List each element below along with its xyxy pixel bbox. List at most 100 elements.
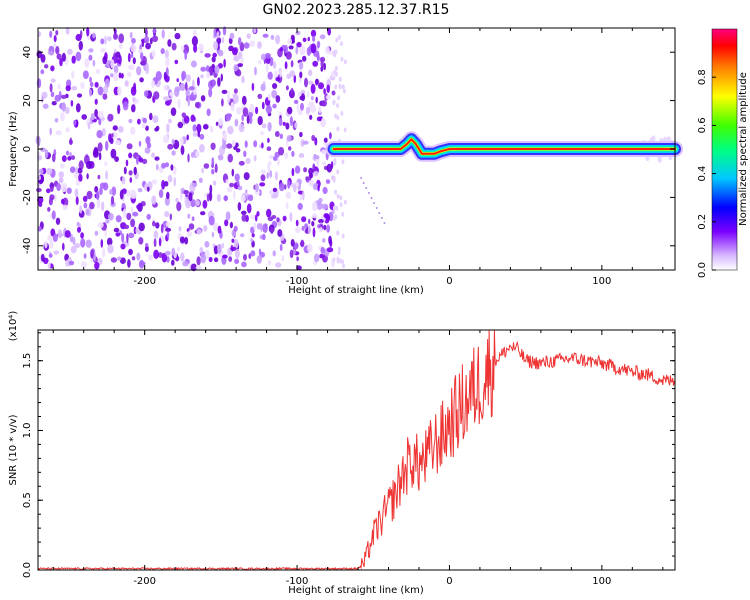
- noise-blob: [299, 61, 303, 70]
- noise-blob: [102, 247, 106, 258]
- noise-blob: [192, 132, 199, 137]
- noise-blob: [192, 29, 197, 38]
- noise-blob: [75, 51, 82, 62]
- noise-blob: [61, 155, 67, 163]
- noise-blob: [65, 85, 71, 92]
- noise-blob: [325, 46, 330, 55]
- noise-blob: [270, 227, 274, 234]
- noise-blob: [61, 52, 66, 62]
- noise-blob: [81, 114, 87, 120]
- noise-blob: [132, 57, 136, 65]
- noise-blob: [177, 98, 181, 109]
- noise-blob: [201, 167, 205, 174]
- noise-blob: [96, 199, 101, 209]
- noise-blob: [210, 142, 216, 150]
- noise-blob: [193, 43, 198, 53]
- noise-blob: [197, 130, 201, 138]
- snr-y-axis-label: SNR (10 * v/v): [8, 414, 19, 485]
- noise-blob: [262, 233, 266, 241]
- noise-blob: [243, 172, 250, 181]
- noise-blob: [118, 72, 122, 79]
- noise-blob: [164, 250, 171, 256]
- noise-blob: [157, 252, 164, 258]
- noise-blob: [179, 192, 183, 201]
- noise-blob: [212, 222, 219, 232]
- noise-blob: [174, 32, 181, 40]
- noise-blob: [190, 152, 195, 158]
- noise-blob: [311, 134, 316, 142]
- noise-blob: [118, 43, 123, 49]
- noise-blob: [94, 81, 99, 88]
- noise-blob: [130, 44, 137, 53]
- noise-blob: [288, 146, 292, 151]
- noise-blob: [71, 71, 75, 79]
- noise-blob: [65, 56, 68, 66]
- noise-blob: [216, 193, 221, 202]
- noise-blob: [110, 59, 115, 69]
- noise-blob: [338, 76, 342, 82]
- noise-blob: [295, 226, 301, 234]
- noise-blob: [250, 214, 256, 220]
- noise-blob: [208, 256, 213, 263]
- noise-blob: [48, 253, 53, 258]
- noise-blob: [144, 90, 149, 98]
- noise-blob: [297, 202, 303, 211]
- noise-blob: [240, 233, 245, 238]
- noise-blob: [54, 118, 59, 123]
- noise-blob: [328, 235, 332, 245]
- noise-blob: [145, 243, 149, 247]
- noise-blob: [121, 233, 125, 243]
- noise-blob: [249, 40, 256, 47]
- noise-blob: [249, 115, 253, 125]
- noise-blob: [281, 255, 285, 262]
- noise-blob: [341, 84, 345, 90]
- noise-blob: [86, 190, 93, 200]
- noise-blob: [278, 146, 285, 156]
- noise-blob: [208, 215, 215, 226]
- noise-blob: [99, 186, 103, 196]
- noise-blob: [217, 77, 221, 87]
- noise-blob: [118, 125, 124, 133]
- noise-blob: [241, 214, 247, 222]
- noise-blob: [279, 133, 283, 140]
- noise-blob: [220, 73, 223, 82]
- noise-blob: [75, 196, 79, 205]
- noise-blob: [145, 28, 148, 37]
- noise-blob: [278, 111, 283, 118]
- noise-blob: [321, 161, 327, 166]
- noise-blob: [326, 163, 333, 173]
- noise-blob: [197, 76, 200, 87]
- noise-blob: [80, 238, 86, 248]
- noise-blob: [115, 51, 121, 58]
- noise-blob: [97, 86, 104, 96]
- noise-blob: [213, 245, 219, 255]
- noise-blob: [230, 246, 237, 251]
- noise-blob: [84, 58, 90, 68]
- noise-blob: [327, 27, 331, 36]
- noise-blob: [318, 197, 323, 203]
- noise-blob: [171, 138, 175, 145]
- noise-blob: [237, 202, 242, 211]
- noise-blob: [59, 177, 64, 184]
- noise-blob: [302, 55, 307, 62]
- noise-blob: [288, 45, 294, 50]
- noise-blob: [326, 247, 334, 253]
- noise-blob: [166, 231, 170, 238]
- noise-blob: [52, 153, 56, 163]
- noise-blob: [100, 239, 104, 248]
- noise-blob: [155, 222, 160, 229]
- colorbar-tick-label: 0.2: [697, 214, 708, 230]
- noise-blob: [178, 226, 182, 232]
- noise-blob: [127, 259, 131, 268]
- noise-blob: [244, 140, 248, 148]
- noise-blob: [153, 249, 160, 259]
- noise-blob: [282, 121, 286, 126]
- noise-blob: [191, 216, 195, 221]
- noise-blob: [222, 254, 228, 259]
- noise-blob: [66, 187, 72, 194]
- noise-blob: [95, 68, 101, 75]
- noise-blob: [166, 123, 170, 133]
- noise-blob: [340, 110, 344, 116]
- noise-blob: [164, 75, 170, 83]
- noise-blob: [163, 134, 169, 144]
